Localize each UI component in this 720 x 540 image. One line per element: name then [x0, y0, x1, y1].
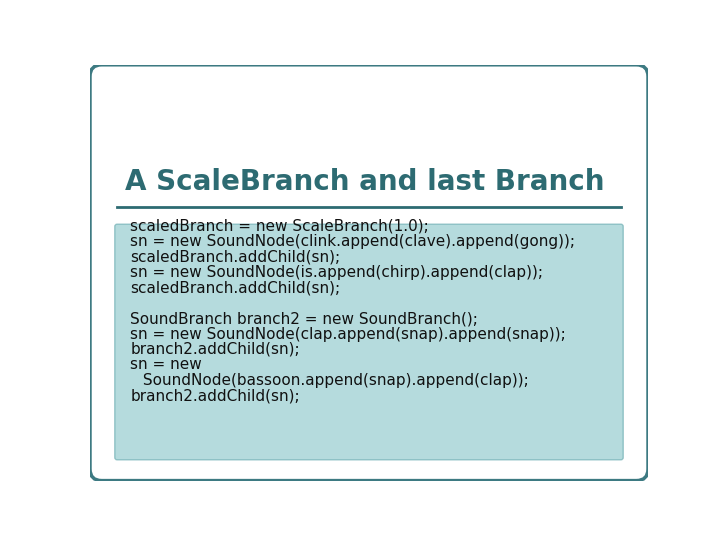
Text: SoundNode(bassoon.append(snap).append(clap));: SoundNode(bassoon.append(snap).append(cl…: [138, 373, 528, 388]
Text: scaledBranch.addChild(sn);: scaledBranch.addChild(sn);: [130, 280, 341, 295]
Text: sn = new SoundNode(clap.append(snap).append(snap));: sn = new SoundNode(clap.append(snap).app…: [130, 327, 566, 342]
FancyBboxPatch shape: [90, 65, 648, 481]
Text: sn = new: sn = new: [130, 357, 202, 373]
Text: SoundBranch branch2 = new SoundBranch();: SoundBranch branch2 = new SoundBranch();: [130, 311, 478, 326]
Text: sn = new SoundNode(is.append(chirp).append(clap));: sn = new SoundNode(is.append(chirp).appe…: [130, 265, 544, 280]
Text: branch2.addChild(sn);: branch2.addChild(sn);: [130, 388, 300, 403]
FancyBboxPatch shape: [114, 224, 624, 460]
Text: A ScaleBranch and last Branch: A ScaleBranch and last Branch: [125, 168, 604, 195]
Text: scaledBranch.addChild(sn);: scaledBranch.addChild(sn);: [130, 249, 341, 265]
Text: branch2.addChild(sn);: branch2.addChild(sn);: [130, 342, 300, 357]
Text: sn = new SoundNode(clink.append(clave).append(gong));: sn = new SoundNode(clink.append(clave).a…: [130, 234, 575, 249]
Text: scaledBranch = new ScaleBranch(1.0);: scaledBranch = new ScaleBranch(1.0);: [130, 219, 429, 234]
